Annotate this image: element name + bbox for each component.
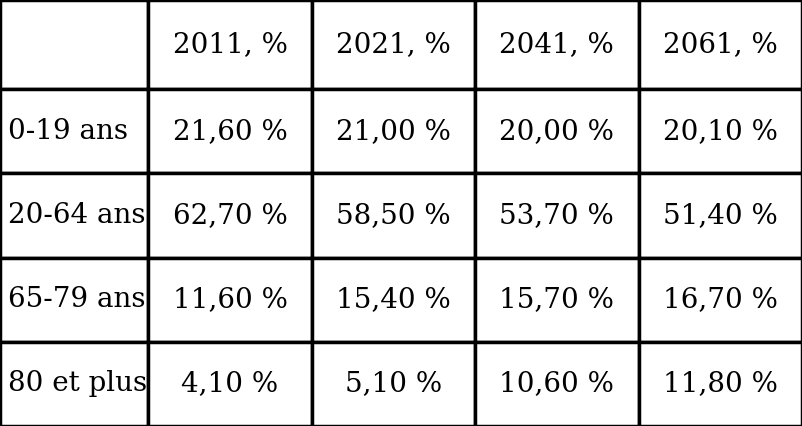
Text: 20,00 %: 20,00 %	[500, 118, 614, 145]
Bar	[148, 258, 312, 342]
Bar	[0, 0, 148, 89]
Text: 20,10 %: 20,10 %	[662, 118, 778, 145]
Text: 4,10 %: 4,10 %	[181, 371, 278, 397]
Text: 51,40 %: 51,40 %	[663, 202, 778, 229]
Text: 2011, %: 2011, %	[172, 31, 287, 58]
Bar	[638, 173, 802, 258]
Text: 53,70 %: 53,70 %	[500, 202, 614, 229]
Text: 2061, %: 2061, %	[663, 31, 778, 58]
Text: 5,10 %: 5,10 %	[345, 371, 442, 397]
Bar	[0, 258, 148, 342]
Bar	[638, 0, 802, 89]
Bar	[475, 0, 638, 89]
Text: 11,80 %: 11,80 %	[662, 371, 778, 397]
Bar	[312, 173, 475, 258]
Bar	[475, 258, 638, 342]
Bar	[0, 342, 148, 426]
Text: 0-19 ans: 0-19 ans	[8, 118, 128, 145]
Text: 62,70 %: 62,70 %	[172, 202, 287, 229]
Text: 10,60 %: 10,60 %	[500, 371, 614, 397]
Bar	[148, 342, 312, 426]
Text: 21,60 %: 21,60 %	[172, 118, 287, 145]
Text: 20-64 ans: 20-64 ans	[8, 202, 145, 229]
Bar	[148, 0, 312, 89]
Bar	[475, 89, 638, 173]
Bar	[312, 342, 475, 426]
Text: 15,40 %: 15,40 %	[336, 286, 451, 313]
Bar	[0, 89, 148, 173]
Text: 65-79 ans: 65-79 ans	[8, 286, 145, 313]
Bar	[475, 342, 638, 426]
Text: 58,50 %: 58,50 %	[336, 202, 451, 229]
Bar	[475, 173, 638, 258]
Bar	[312, 258, 475, 342]
Bar	[638, 89, 802, 173]
Bar	[312, 89, 475, 173]
Text: 80 et plus: 80 et plus	[8, 371, 147, 397]
Bar	[312, 0, 475, 89]
Bar	[0, 173, 148, 258]
Text: 21,00 %: 21,00 %	[336, 118, 451, 145]
Bar	[148, 173, 312, 258]
Text: 15,70 %: 15,70 %	[500, 286, 614, 313]
Text: 11,60 %: 11,60 %	[172, 286, 287, 313]
Bar	[148, 89, 312, 173]
Bar	[638, 258, 802, 342]
Text: 2021, %: 2021, %	[336, 31, 451, 58]
Text: 2041, %: 2041, %	[500, 31, 614, 58]
Bar	[638, 342, 802, 426]
Text: 16,70 %: 16,70 %	[662, 286, 778, 313]
